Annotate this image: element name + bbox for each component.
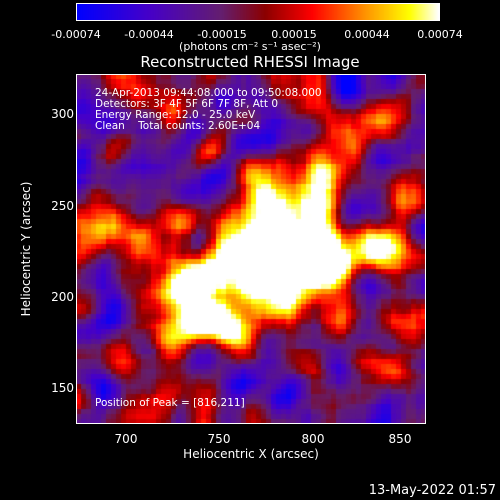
x-axis-label: Heliocentric X (arcsec): [183, 447, 319, 461]
colorbar-units: (photons cm⁻² s⁻¹ asec⁻²): [179, 40, 321, 53]
chart-title: Reconstructed RHESSI Image: [140, 53, 360, 71]
colorbar-tick: 0.00044: [344, 28, 390, 41]
x-tick-label: 850: [388, 432, 412, 446]
colorbar-tick: -0.00044: [124, 28, 174, 41]
annotation-detectors: Detectors: 3F 4F 5F 6F 7F 8F, Att 0: [95, 98, 279, 110]
colorbar-tick: -0.00074: [51, 28, 101, 41]
y-tick-label: 250: [51, 199, 74, 213]
colorbar-tick: -0.00015: [197, 28, 247, 41]
annotation-peak: Position of Peak = [816,211]: [95, 397, 245, 409]
x-tick-label: 750: [207, 432, 231, 446]
y-axis-label: Heliocentric Y (arcsec): [19, 181, 33, 317]
colorbar: [76, 3, 440, 21]
colorbar-tick: 0.00015: [271, 28, 317, 41]
annotation-energy: Energy Range: 12.0 - 25.0 keV: [95, 109, 256, 121]
y-tick-label: 300: [51, 107, 74, 121]
y-tick-label: 200: [51, 290, 74, 304]
annotation-time: 24-Apr-2013 09:44:08.000 to 09:50:08.000: [95, 87, 322, 99]
heatmap-image: [76, 74, 426, 424]
annotation-counts: Clean Total counts: 2.60E+04: [95, 120, 261, 132]
x-tick-label: 700: [114, 432, 138, 446]
timestamp-footer: 13-May-2022 01:57: [368, 483, 496, 498]
x-tick-label: 800: [301, 432, 325, 446]
colorbar-tick: 0.00074: [417, 28, 463, 41]
y-tick-label: 150: [51, 381, 74, 395]
